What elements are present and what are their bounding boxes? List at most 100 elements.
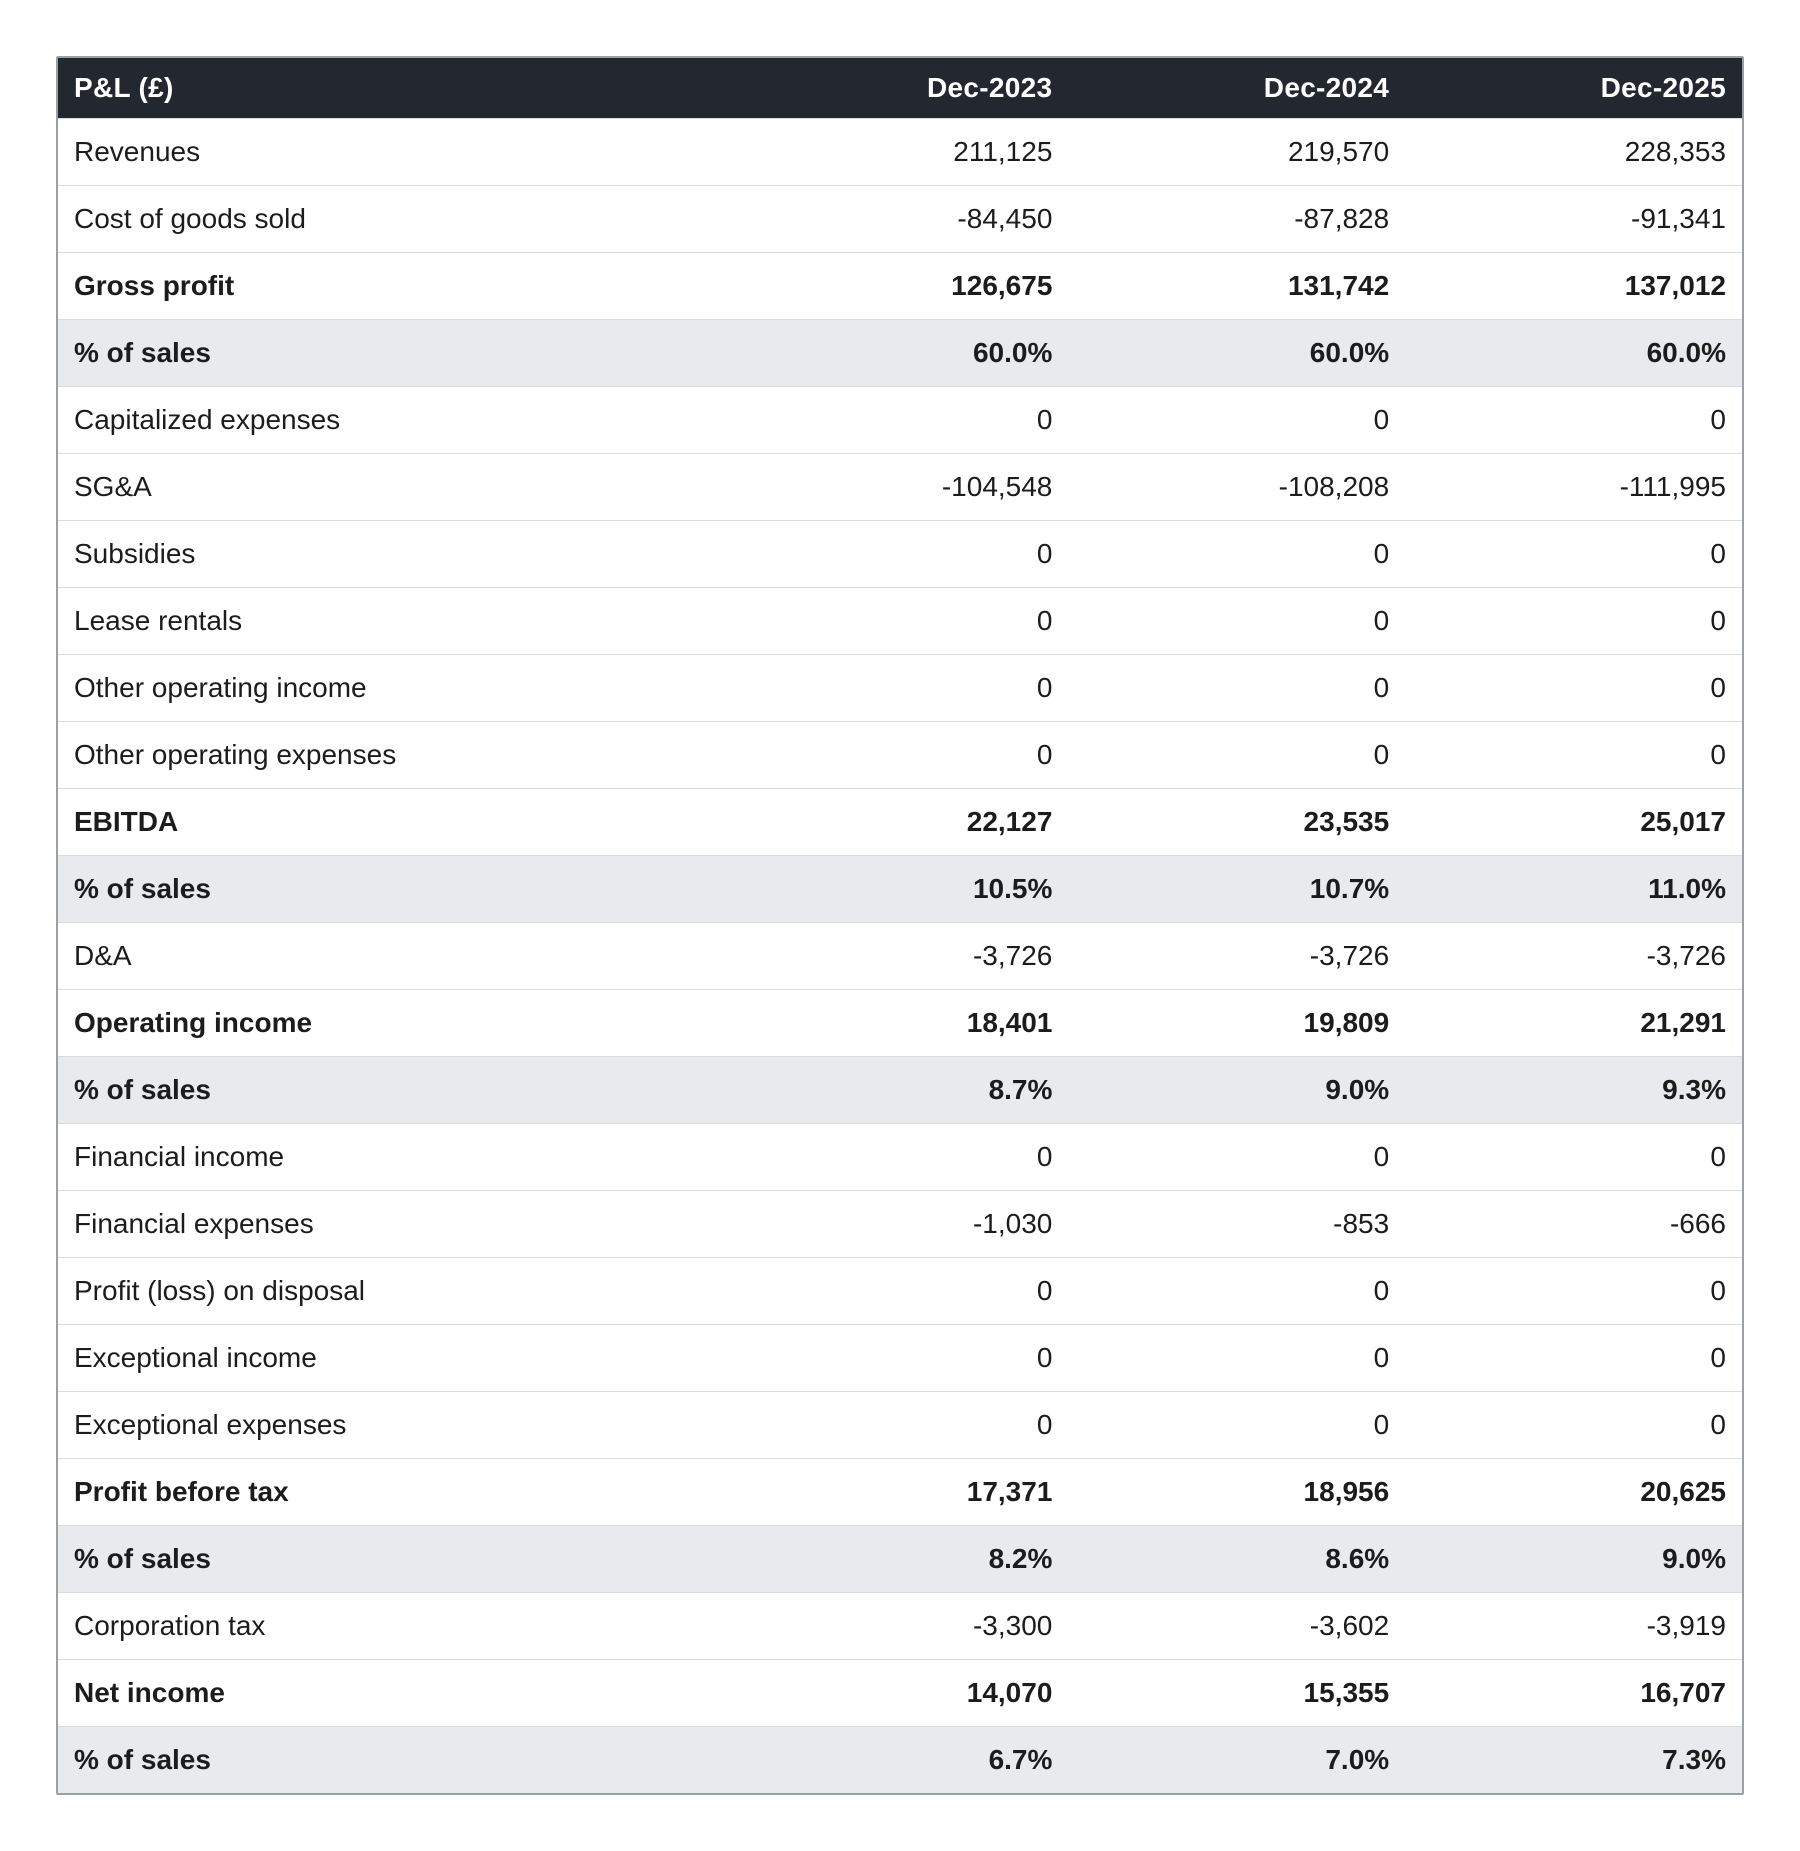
row-label: Lease rentals <box>58 588 732 655</box>
row-label: Profit (loss) on disposal <box>58 1258 732 1325</box>
row-label: Financial income <box>58 1124 732 1191</box>
table-header-row: P&L (£) Dec-2023 Dec-2024 Dec-2025 <box>58 58 1742 119</box>
table-row: % of sales8.7%9.0%9.3% <box>58 1057 1742 1124</box>
row-value: 0 <box>1405 655 1742 722</box>
row-label: EBITDA <box>58 789 732 856</box>
row-label: % of sales <box>58 1526 732 1593</box>
pnl-table-container: P&L (£) Dec-2023 Dec-2024 Dec-2025 Reven… <box>56 56 1744 1795</box>
row-value: 8.2% <box>732 1526 1069 1593</box>
row-value: -666 <box>1405 1191 1742 1258</box>
table-row: Net income14,07015,35516,707 <box>58 1660 1742 1727</box>
row-label: Corporation tax <box>58 1593 732 1660</box>
row-value: 18,956 <box>1068 1459 1405 1526</box>
row-value: 0 <box>1405 722 1742 789</box>
table-row: % of sales60.0%60.0%60.0% <box>58 320 1742 387</box>
row-value: 25,017 <box>1405 789 1742 856</box>
row-value: 0 <box>732 1392 1069 1459</box>
row-value: -3,726 <box>1068 923 1405 990</box>
row-label: Exceptional income <box>58 1325 732 1392</box>
row-value: -108,208 <box>1068 454 1405 521</box>
table-row: Capitalized expenses000 <box>58 387 1742 454</box>
row-value: 19,809 <box>1068 990 1405 1057</box>
row-value: 7.0% <box>1068 1727 1405 1794</box>
row-value: 0 <box>1405 1392 1742 1459</box>
row-value: -111,995 <box>1405 454 1742 521</box>
row-value: -3,726 <box>1405 923 1742 990</box>
row-value: -87,828 <box>1068 186 1405 253</box>
row-value: 15,355 <box>1068 1660 1405 1727</box>
row-value: -3,919 <box>1405 1593 1742 1660</box>
row-label: Profit before tax <box>58 1459 732 1526</box>
row-value: 0 <box>732 521 1069 588</box>
col-header-period-2: Dec-2024 <box>1068 58 1405 119</box>
row-label: % of sales <box>58 856 732 923</box>
table-row: % of sales10.5%10.7%11.0% <box>58 856 1742 923</box>
row-label: % of sales <box>58 320 732 387</box>
table-row: % of sales6.7%7.0%7.3% <box>58 1727 1742 1794</box>
col-header-period-3: Dec-2025 <box>1405 58 1742 119</box>
row-value: 9.0% <box>1405 1526 1742 1593</box>
pnl-table: P&L (£) Dec-2023 Dec-2024 Dec-2025 Reven… <box>58 58 1742 1793</box>
row-value: 0 <box>732 387 1069 454</box>
row-value: 137,012 <box>1405 253 1742 320</box>
row-value: 0 <box>1068 1392 1405 1459</box>
table-row: Other operating expenses000 <box>58 722 1742 789</box>
row-value: 0 <box>732 1258 1069 1325</box>
row-label: Capitalized expenses <box>58 387 732 454</box>
table-row: Gross profit126,675131,742137,012 <box>58 253 1742 320</box>
row-label: % of sales <box>58 1727 732 1794</box>
row-value: -3,300 <box>732 1593 1069 1660</box>
row-value: 9.0% <box>1068 1057 1405 1124</box>
row-value: 0 <box>732 1325 1069 1392</box>
table-row: Other operating income000 <box>58 655 1742 722</box>
row-value: 14,070 <box>732 1660 1069 1727</box>
row-value: 0 <box>732 1124 1069 1191</box>
col-header-period-1: Dec-2023 <box>732 58 1069 119</box>
row-value: 0 <box>732 588 1069 655</box>
row-value: 0 <box>1405 1258 1742 1325</box>
table-row: D&A-3,726-3,726-3,726 <box>58 923 1742 990</box>
table-row: Operating income18,40119,80921,291 <box>58 990 1742 1057</box>
row-value: 20,625 <box>1405 1459 1742 1526</box>
row-value: 0 <box>1405 387 1742 454</box>
table-row: Corporation tax-3,300-3,602-3,919 <box>58 1593 1742 1660</box>
row-value: 0 <box>1068 588 1405 655</box>
row-value: 60.0% <box>1068 320 1405 387</box>
row-value: 8.7% <box>732 1057 1069 1124</box>
row-label: Financial expenses <box>58 1191 732 1258</box>
row-label: Gross profit <box>58 253 732 320</box>
row-value: 0 <box>1405 1325 1742 1392</box>
row-value: 18,401 <box>732 990 1069 1057</box>
row-value: 211,125 <box>732 119 1069 186</box>
table-row: Revenues211,125219,570228,353 <box>58 119 1742 186</box>
row-value: 9.3% <box>1405 1057 1742 1124</box>
table-row: EBITDA22,12723,53525,017 <box>58 789 1742 856</box>
row-value: 228,353 <box>1405 119 1742 186</box>
row-value: -84,450 <box>732 186 1069 253</box>
row-value: 17,371 <box>732 1459 1069 1526</box>
row-value: 0 <box>1068 387 1405 454</box>
table-row: Profit before tax17,37118,95620,625 <box>58 1459 1742 1526</box>
row-value: 21,291 <box>1405 990 1742 1057</box>
row-label: Exceptional expenses <box>58 1392 732 1459</box>
row-label: Other operating expenses <box>58 722 732 789</box>
row-value: -1,030 <box>732 1191 1069 1258</box>
row-value: 22,127 <box>732 789 1069 856</box>
row-value: -104,548 <box>732 454 1069 521</box>
row-label: Cost of goods sold <box>58 186 732 253</box>
row-value: -3,726 <box>732 923 1069 990</box>
row-value: -91,341 <box>1405 186 1742 253</box>
row-value: 16,707 <box>1405 1660 1742 1727</box>
row-value: 10.5% <box>732 856 1069 923</box>
table-row: Exceptional income000 <box>58 1325 1742 1392</box>
table-row: Subsidies000 <box>58 521 1742 588</box>
table-row: Profit (loss) on disposal000 <box>58 1258 1742 1325</box>
col-header-label: P&L (£) <box>58 58 732 119</box>
table-row: Lease rentals000 <box>58 588 1742 655</box>
row-label: % of sales <box>58 1057 732 1124</box>
row-label: SG&A <box>58 454 732 521</box>
row-value: 8.6% <box>1068 1526 1405 1593</box>
row-label: D&A <box>58 923 732 990</box>
row-value: 0 <box>1405 588 1742 655</box>
row-value: 10.7% <box>1068 856 1405 923</box>
